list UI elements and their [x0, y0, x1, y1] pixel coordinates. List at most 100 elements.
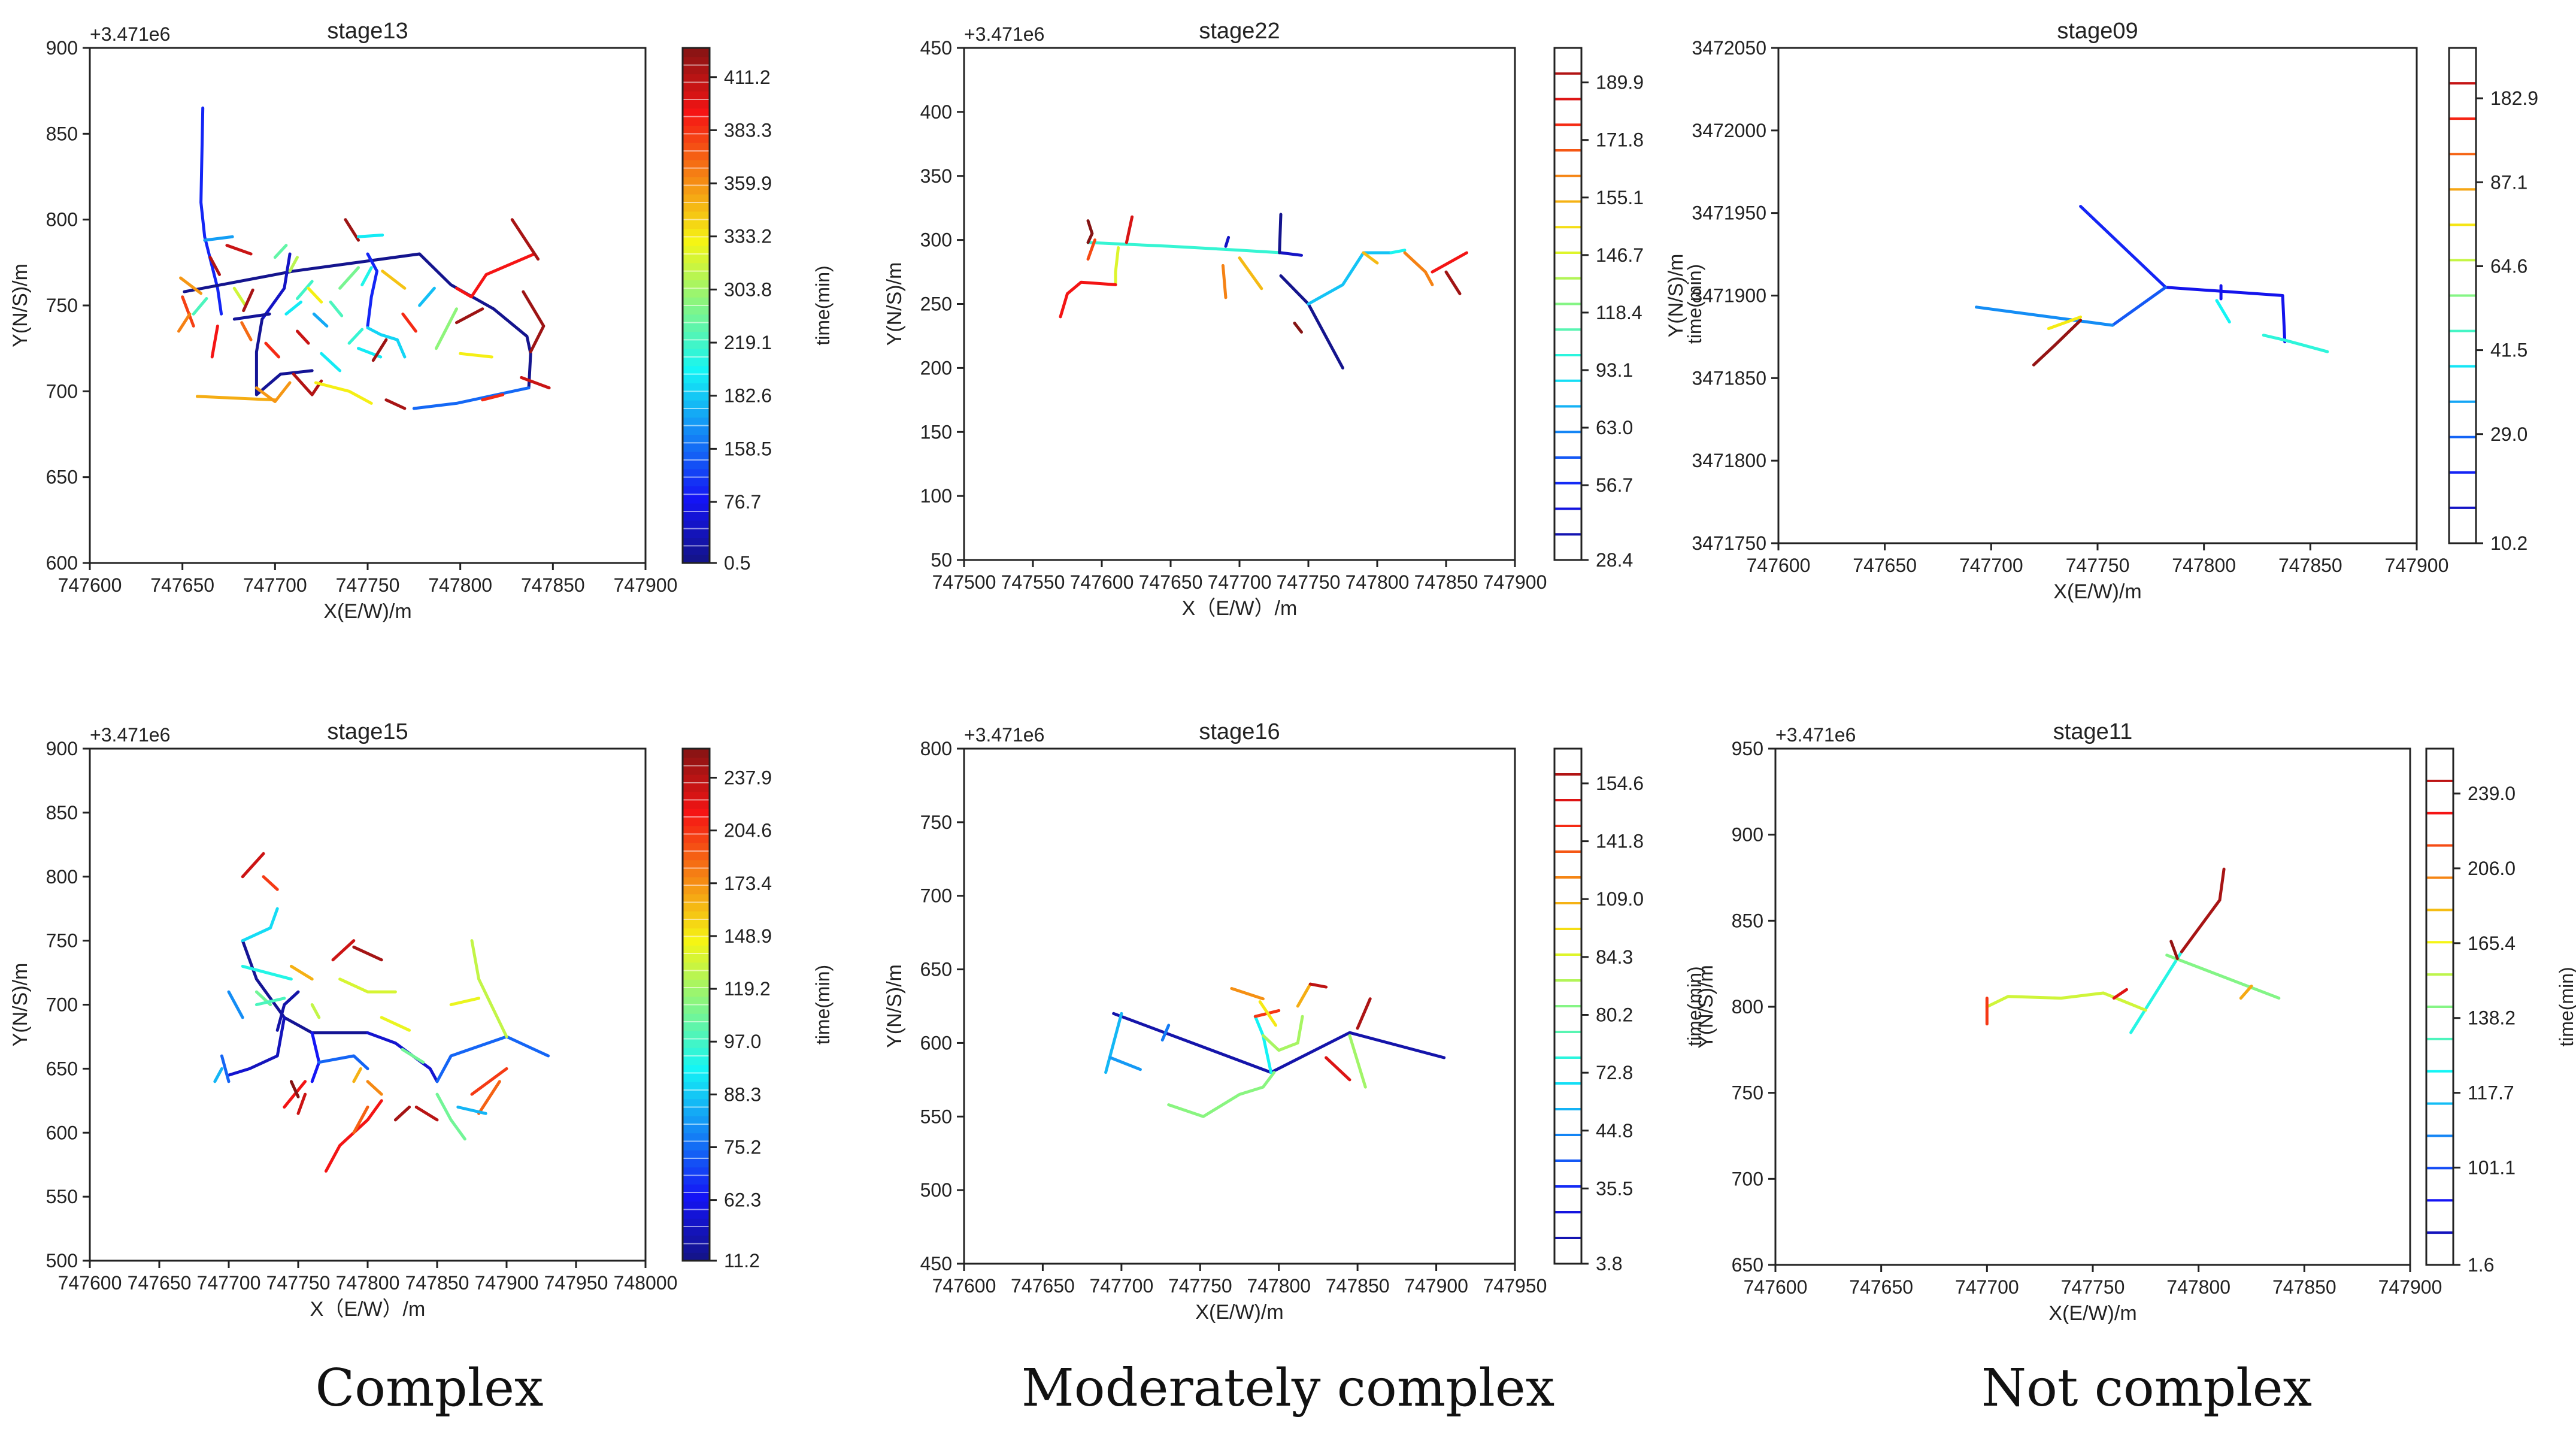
colorbar-band: [683, 237, 710, 246]
x-tick-label: 747650: [1139, 571, 1203, 593]
fracture-segment: [227, 990, 244, 1019]
y-tick-label: 800: [920, 738, 952, 759]
x-tick-label: 747800: [2166, 1276, 2230, 1298]
fracture-segment: [384, 398, 407, 410]
x-tick-label: 747900: [1404, 1275, 1468, 1297]
colorbar-band: [683, 928, 710, 937]
axis-offset-label: +3.471e6: [90, 724, 170, 746]
y-tick-label: 650: [1732, 1254, 1763, 1276]
fracture-segment: [310, 1003, 321, 1019]
y-axis-label: Y(N/S)/m: [9, 264, 32, 347]
fracture-segment: [1985, 991, 2147, 1012]
colorbar-band: [683, 116, 710, 126]
colorbar-tick-label: 101.1: [2468, 1157, 2516, 1179]
colorbar-band: [683, 757, 710, 767]
fracture-segment: [1104, 1012, 1123, 1074]
colorbar-band: [683, 288, 710, 298]
fracture-segment: [455, 307, 484, 325]
fracture-segment: [232, 312, 271, 321]
fracture-segment: [1238, 256, 1263, 290]
colorbar-band: [683, 511, 710, 521]
colorbar-band: [683, 502, 710, 512]
colorbar-band: [683, 919, 710, 929]
colorbar-tick-label: 411.2: [724, 66, 771, 88]
fracture-segment: [248, 1016, 286, 1070]
colorbar-band: [683, 134, 710, 143]
y-tick-label: 850: [46, 123, 78, 144]
colorbar-band: [683, 1047, 710, 1056]
y-tick-label: 300: [920, 229, 952, 251]
plot-frame: [89, 747, 647, 1262]
plot-frame: [963, 747, 1516, 1265]
x-tick-label: 747900: [2385, 555, 2449, 576]
y-tick-label: 600: [920, 1032, 952, 1053]
colorbar-band: [683, 546, 710, 555]
y-tick-label: 850: [1732, 910, 1763, 931]
fracture-segment: [262, 875, 279, 891]
colorbar-tick-label: 41.5: [2490, 340, 2527, 361]
colorbar-band: [683, 280, 710, 289]
fracture-segment: [317, 1054, 369, 1070]
chart-stage11: stage11 +3.471e6 747600 747650 747700 747750 7…: [1695, 719, 2576, 1325]
fracture-segment: [275, 990, 300, 1032]
fracture-segment: [331, 939, 356, 962]
x-tick-label: 747700: [1959, 555, 2023, 576]
colorbar-band: [683, 211, 710, 220]
fracture-segment: [1307, 251, 1393, 305]
chart-stage13: stage13 +3.471e6 747600 747650 747700 747750 7…: [9, 19, 834, 623]
fracture-segment: [2047, 315, 2083, 331]
fracture-segment: [283, 1080, 307, 1109]
colorbar-band: [683, 774, 710, 783]
colorbar-band: [683, 885, 710, 895]
y-tick-label: 900: [1732, 824, 1763, 846]
colorbar-band: [683, 1167, 710, 1176]
y-tick-label: 750: [920, 812, 952, 833]
colorbar-band: [683, 1201, 710, 1210]
fracture-segment: [381, 270, 407, 290]
y-tick-label: 800: [46, 866, 78, 888]
colorbar-band: [683, 1056, 710, 1065]
colorbar-band: [683, 48, 710, 57]
fracture-segment: [195, 395, 277, 402]
fracture-segment: [273, 244, 288, 259]
colorbar-band: [683, 1064, 710, 1074]
fracture-segment: [435, 1035, 550, 1083]
colorbar-band: [683, 834, 710, 843]
colorbar-band: [683, 1227, 710, 1236]
colorbar-band: [683, 1090, 710, 1100]
fracture-segment: [2111, 286, 2168, 327]
colorbar-band: [683, 168, 710, 177]
colorbar-tick-label: 359.9: [724, 172, 772, 194]
colorbar-band: [683, 1039, 710, 1048]
x-tick-label: 747850: [2278, 555, 2342, 576]
y-tick-label: 800: [46, 209, 78, 231]
colorbar-band: [683, 254, 710, 264]
colorbar-band: [683, 894, 710, 903]
colorbar-tick-label: 237.9: [724, 767, 772, 788]
colorbar-tick-label: 146.7: [1596, 244, 1644, 266]
fracture-segment: [241, 964, 293, 981]
y-tick-label: 250: [920, 293, 952, 315]
y-tick-label: 3471950: [1692, 202, 1766, 224]
x-tick-label: 747700: [1955, 1276, 2019, 1298]
y-tick-label: 650: [46, 1058, 78, 1079]
fracture-segment: [1258, 1000, 1277, 1027]
fracture-segment: [1160, 1024, 1171, 1042]
x-tick-label: 747700: [197, 1272, 261, 1294]
colorbar-band: [683, 56, 710, 66]
chart-title: stage09: [2057, 19, 2138, 44]
colorbar-tick-label: 64.6: [2490, 255, 2527, 277]
fracture-segment: [510, 218, 540, 261]
colorbar-band: [683, 988, 710, 997]
fracture-segment: [414, 1106, 439, 1122]
fracture-segment: [264, 341, 280, 359]
y-tick-label: 50: [931, 549, 952, 571]
colorbar-band: [683, 825, 710, 835]
fracture-segment: [477, 1080, 501, 1115]
colorbar-tick-label: 93.1: [1596, 359, 1633, 381]
fracture-segment: [1125, 215, 1134, 244]
fracture-segment: [2032, 319, 2083, 367]
colorbar-band: [683, 219, 710, 229]
colorbar-band: [683, 1141, 710, 1151]
